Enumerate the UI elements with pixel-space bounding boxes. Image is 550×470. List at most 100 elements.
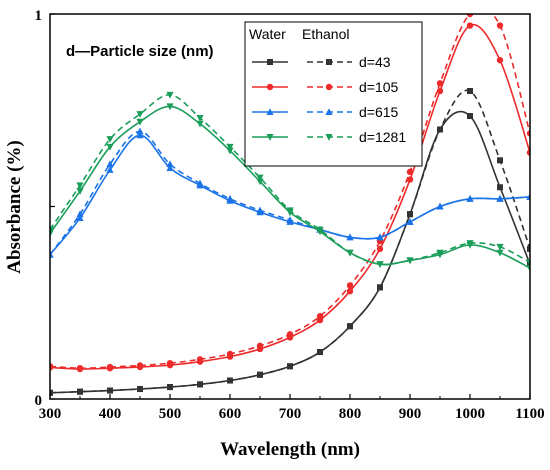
data-point-d-43-ethanol bbox=[107, 387, 113, 394]
data-point-d-43-ethanol bbox=[437, 126, 443, 133]
legend-marker-d-43-ethanol bbox=[326, 59, 332, 65]
data-point-d-105-water bbox=[496, 57, 504, 64]
data-point-d-615-water bbox=[136, 131, 144, 139]
data-point-d-1281-ethanol bbox=[466, 240, 474, 247]
data-point-d-615-ethanol bbox=[106, 160, 114, 168]
data-point-d-105-ethanol bbox=[316, 313, 324, 320]
chart-annotation: d—Particle size (nm) bbox=[66, 43, 214, 60]
data-point-d-615-water bbox=[76, 214, 84, 222]
legend-entries: d=43 d=105 d=615 d=1281 bbox=[252, 54, 406, 145]
data-point-d-43-ethanol bbox=[167, 384, 173, 391]
data-point-d-105-ethanol bbox=[76, 365, 84, 372]
data-point-d-615-ethanol bbox=[226, 195, 234, 202]
legend-marker-d-105-ethanol bbox=[325, 83, 333, 91]
data-point-d-43-ethanol bbox=[227, 377, 233, 384]
data-point-d-1281-ethanol bbox=[406, 257, 414, 265]
data-point-d-43-ethanol bbox=[50, 389, 53, 396]
data-point-d-1281-ethanol bbox=[136, 111, 144, 118]
legend-marker-d-105-water bbox=[266, 83, 274, 91]
data-point-d-1281-water bbox=[526, 265, 530, 272]
legend-label-d-615: d=615 bbox=[359, 104, 399, 120]
data-point-d-615-ethanol bbox=[376, 233, 384, 241]
data-point-d-105-water bbox=[436, 87, 444, 95]
data-point-d-105-ethanol bbox=[256, 342, 264, 350]
data-point-d-105-ethanol bbox=[496, 22, 504, 29]
data-point-d-43-ethanol bbox=[77, 388, 83, 395]
data-point-d-615-ethanol bbox=[496, 195, 504, 202]
data-point-d-105-ethanol bbox=[166, 359, 174, 367]
y-axis-title: Absorbance (%) bbox=[4, 140, 25, 274]
legend-marker-d-615-ethanol bbox=[325, 108, 333, 115]
data-point-d-615-water bbox=[106, 166, 114, 173]
data-point-d-105-ethanol bbox=[346, 282, 354, 289]
plot-area bbox=[50, 14, 530, 396]
data-point-d-615-ethanol bbox=[346, 233, 354, 241]
data-point-d-105-water bbox=[526, 149, 530, 156]
legend-marker-d-43-water bbox=[267, 59, 273, 65]
data-point-d-1281-ethanol bbox=[196, 114, 204, 122]
legend-header-ethanol: Ethanol bbox=[302, 26, 349, 42]
x-tick-label: 700 bbox=[279, 406, 302, 422]
data-point-d-1281-ethanol bbox=[286, 207, 294, 215]
axis-ticks: 300 400 500 600 700 800 900 1000 1100 0 1 bbox=[35, 8, 545, 422]
data-point-d-615-ethanol bbox=[166, 160, 174, 168]
data-point-d-1281-water bbox=[166, 103, 174, 111]
data-point-d-615-water bbox=[166, 164, 174, 171]
data-point-d-615-ethanol bbox=[76, 210, 84, 218]
data-point-d-1281-water bbox=[136, 118, 144, 126]
data-point-d-1281-water bbox=[226, 147, 234, 155]
x-tick-label: 600 bbox=[219, 406, 242, 422]
x-tick-label: 900 bbox=[399, 406, 422, 422]
data-point-d-43-water bbox=[497, 184, 503, 191]
x-tick-label: 1000 bbox=[455, 406, 485, 422]
data-point-d-105-ethanol bbox=[50, 363, 54, 370]
legend-header-water: Water bbox=[249, 26, 286, 42]
data-point-d-43-water bbox=[527, 261, 530, 268]
legend-label-d-1281: d=1281 bbox=[359, 129, 406, 145]
x-tick-label: 1100 bbox=[515, 406, 544, 422]
legend-marker-d-1281-water bbox=[266, 134, 274, 141]
data-point-d-1281-ethanol bbox=[76, 182, 84, 190]
data-point-d-1281-ethanol bbox=[166, 91, 174, 99]
data-point-d-1281-water bbox=[76, 188, 84, 195]
data-point-d-43-ethanol bbox=[377, 284, 383, 291]
data-point-d-105-ethanol bbox=[466, 14, 474, 18]
data-point-d-1281-water bbox=[496, 249, 504, 257]
data-point-d-43-ethanol bbox=[347, 323, 353, 330]
data-point-d-1281-ethanol bbox=[226, 143, 234, 151]
data-point-d-43-ethanol bbox=[317, 349, 323, 356]
data-point-d-43-ethanol bbox=[527, 245, 530, 252]
data-point-d-105-ethanol bbox=[226, 350, 234, 358]
x-tick-label: 300 bbox=[39, 406, 62, 422]
data-point-d-43-ethanol bbox=[287, 363, 293, 370]
data-point-d-615-ethanol bbox=[196, 179, 204, 187]
data-point-d-615-ethanol bbox=[256, 206, 264, 214]
data-point-d-43-ethanol bbox=[407, 211, 413, 218]
data-point-d-1281-ethanol bbox=[436, 249, 444, 257]
series-line-d-105-water bbox=[50, 23, 530, 370]
y-tick-label: 0 bbox=[35, 393, 43, 409]
data-point-d-1281-ethanol bbox=[50, 226, 54, 234]
data-point-d-1281-water bbox=[106, 143, 114, 151]
data-point-d-43-water bbox=[467, 113, 473, 120]
data-point-d-1281-ethanol bbox=[256, 174, 264, 182]
data-point-d-105-water bbox=[346, 288, 354, 295]
data-point-d-43-ethanol bbox=[197, 381, 203, 388]
x-tick-label: 500 bbox=[159, 406, 182, 422]
data-point-d-1281-ethanol bbox=[316, 226, 324, 234]
data-point-d-105-ethanol bbox=[136, 362, 144, 369]
data-point-d-105-water bbox=[466, 22, 474, 29]
data-point-d-615-ethanol bbox=[436, 202, 444, 210]
series-line-d-43-ethanol bbox=[50, 89, 530, 394]
data-point-d-615-ethanol bbox=[136, 127, 144, 135]
data-point-d-43-ethanol bbox=[257, 371, 263, 378]
data-point-d-1281-water bbox=[50, 230, 54, 238]
data-point-d-43-ethanol bbox=[467, 88, 473, 94]
data-point-d-615-ethanol bbox=[526, 193, 530, 200]
data-point-d-1281-ethanol bbox=[346, 249, 354, 257]
data-point-d-105-ethanol bbox=[196, 356, 204, 363]
data-point-d-615-ethanol bbox=[466, 195, 474, 202]
x-tick-label: 800 bbox=[339, 406, 362, 422]
legend-box bbox=[244, 21, 423, 167]
